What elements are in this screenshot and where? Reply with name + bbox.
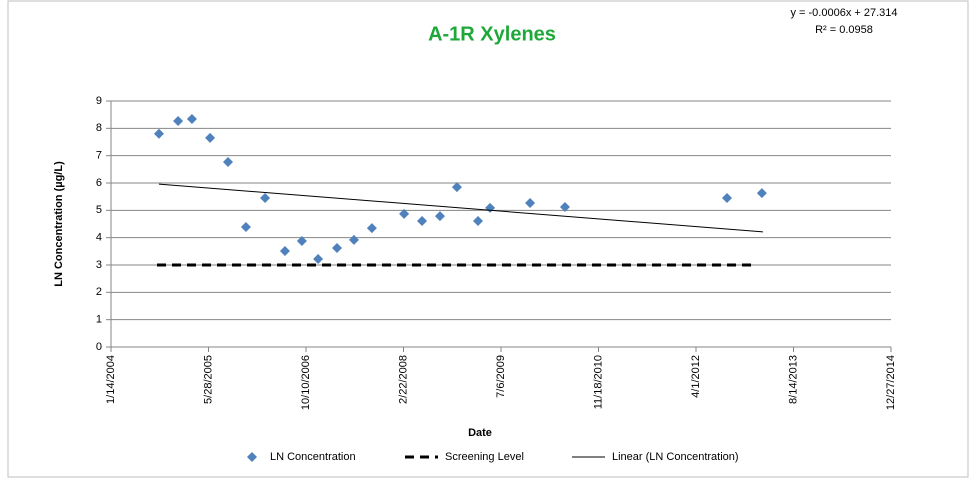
y-tick-label: 8 <box>96 122 102 134</box>
data-point <box>186 114 197 125</box>
data-point <box>279 246 290 257</box>
y-tick-label: 0 <box>96 341 102 353</box>
trend-line <box>158 183 764 233</box>
data-point <box>722 193 733 204</box>
chart-frame <box>7 0 969 478</box>
data-point <box>313 253 324 264</box>
data-point <box>472 215 483 226</box>
x-tick-label: 4/1/2012 <box>690 355 702 398</box>
y-axis-title: LN Concentration (µg/L) <box>53 161 65 287</box>
data-point <box>296 235 307 246</box>
trend-equation: y = -0.0006x + 27.314 <box>790 7 897 19</box>
chart-title: A-1R Xylenes <box>428 23 556 45</box>
data-point <box>260 193 271 204</box>
legend-label: LN Concentration <box>270 451 356 463</box>
data-point <box>332 243 343 254</box>
data-point <box>153 128 164 139</box>
x-tick-label: 11/18/2010 <box>592 355 604 409</box>
data-point <box>223 156 233 167</box>
trend-r2: R² = 0.0958 <box>815 24 873 36</box>
y-tick-label: 7 <box>96 150 102 162</box>
data-point <box>417 215 428 226</box>
data-point <box>434 211 445 222</box>
x-tick-label: 2/22/2008 <box>397 355 409 404</box>
y-tick-label: 2 <box>96 286 102 298</box>
data-point <box>756 188 767 199</box>
y-tick-label: 1 <box>96 314 102 326</box>
data-point <box>205 132 216 143</box>
legend-label: Screening Level <box>445 451 524 463</box>
y-tick-label: 5 <box>96 204 102 216</box>
x-tick-label: 5/28/2005 <box>202 355 214 404</box>
y-tick-label: 9 <box>96 95 102 107</box>
data-point <box>559 202 570 213</box>
data-point <box>173 115 184 126</box>
y-tick-label: 3 <box>96 259 102 271</box>
data-point <box>451 182 462 193</box>
x-tick-label: 8/14/2013 <box>787 355 799 404</box>
y-tick-label: 4 <box>96 232 102 244</box>
x-axis-title: Date <box>468 427 492 439</box>
x-tick-label: 7/6/2009 <box>495 355 507 398</box>
legend-marker <box>247 452 257 462</box>
data-point <box>525 197 536 208</box>
legend-label: Linear (LN Concentration) <box>612 451 739 463</box>
data-point <box>366 223 377 234</box>
data-point <box>240 222 251 233</box>
x-tick-label: 10/10/2006 <box>300 355 312 410</box>
x-tick-label: 12/27/2014 <box>885 355 897 410</box>
data-point <box>348 234 359 245</box>
x-tick-label: 1/14/2004 <box>105 355 117 404</box>
data-point <box>399 208 410 219</box>
y-tick-label: 6 <box>96 177 102 189</box>
